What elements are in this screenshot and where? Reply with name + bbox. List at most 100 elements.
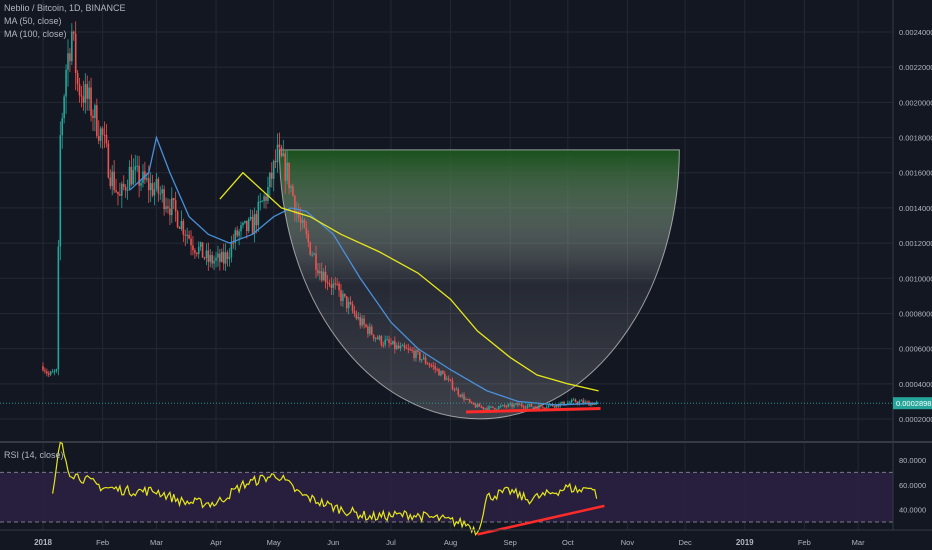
candle-body — [205, 250, 208, 258]
candle-body — [363, 318, 365, 325]
candle-body — [251, 216, 254, 234]
candle-body — [428, 364, 431, 366]
candle-body — [55, 369, 58, 371]
symbol-title: Neblio / Bitcoin, 1D, BINANCE — [4, 3, 126, 13]
price-tick-label: 0.0020000 — [899, 98, 932, 107]
candle-body — [440, 370, 442, 376]
candle-body — [213, 260, 215, 264]
candle-body — [415, 350, 417, 359]
ma50-line — [129, 135, 599, 406]
candle-body — [249, 216, 252, 220]
candle-body — [172, 198, 175, 201]
time-tick-label: 2019 — [736, 538, 754, 547]
candle-body — [57, 246, 60, 370]
candle-body — [147, 178, 150, 191]
candle-body — [234, 230, 237, 243]
candle-body — [568, 402, 571, 404]
price-tick-label: 0.0024000 — [899, 28, 932, 37]
candle-body — [226, 252, 229, 259]
candle-body — [53, 370, 56, 372]
last-price-badge — [893, 397, 932, 410]
candle-body — [274, 160, 277, 163]
candle-body — [372, 334, 375, 339]
candle-body — [180, 220, 183, 229]
candle-body — [459, 394, 461, 397]
trend-annotations — [465, 406, 601, 414]
candle-body — [505, 406, 508, 408]
candle-body — [468, 399, 471, 403]
candle-body — [384, 339, 387, 345]
candle-body — [96, 105, 98, 136]
candle-body — [219, 253, 221, 262]
candle-body — [301, 219, 304, 224]
candle-body — [88, 87, 90, 99]
candle-body — [584, 401, 586, 404]
candle-body — [480, 406, 483, 408]
candle-body — [349, 301, 352, 304]
price-tick-label: 0.0018000 — [899, 134, 932, 143]
candle-body — [578, 401, 581, 404]
candle-body — [453, 389, 456, 391]
rsi-pane — [0, 441, 932, 537]
candle-body — [436, 369, 438, 371]
candle-body — [76, 72, 79, 85]
price-tick-label: 0.0016000 — [899, 169, 932, 178]
candle-body — [330, 284, 333, 288]
candle-body — [63, 96, 65, 119]
candle-body — [484, 408, 486, 410]
time-tick-label: Mar — [852, 538, 865, 547]
time-tick-label: Apr — [210, 538, 222, 547]
candle-body — [582, 400, 585, 404]
candle-body — [134, 166, 137, 171]
candle-body — [413, 350, 415, 359]
candle-body — [267, 187, 269, 201]
candle-body — [136, 165, 139, 167]
candle-body — [119, 194, 121, 196]
candle-body — [478, 403, 481, 407]
candle-body — [155, 179, 158, 190]
candle-body — [151, 183, 154, 196]
candle-body — [392, 340, 394, 345]
candle-body — [563, 401, 565, 406]
time-tick-label: Dec — [678, 538, 692, 547]
candle-body — [196, 252, 198, 255]
candle-body — [351, 303, 354, 311]
candle-body — [395, 345, 398, 349]
candle-body — [572, 399, 575, 401]
candle-body — [270, 172, 273, 179]
candle-body — [417, 350, 419, 352]
candle-body — [236, 230, 238, 236]
candle-body — [176, 211, 179, 228]
candle-body — [518, 404, 521, 406]
candle-body — [497, 406, 500, 410]
candle-body — [403, 345, 406, 348]
candle-body — [520, 404, 523, 407]
candle-body — [340, 290, 342, 301]
candle-body — [463, 394, 465, 400]
candle-body — [344, 293, 346, 297]
candle-body — [353, 310, 356, 314]
candle-body — [220, 251, 223, 262]
candle-body — [382, 344, 385, 346]
candle-body — [255, 214, 258, 226]
candle-body — [424, 357, 427, 364]
candle-body — [67, 53, 69, 70]
candle-body — [442, 370, 444, 374]
candle-body — [74, 33, 77, 73]
candle-body — [495, 409, 498, 411]
candle-body — [420, 359, 423, 361]
candle-body — [509, 403, 511, 405]
candle-body — [430, 365, 433, 367]
candle-body — [547, 405, 550, 408]
candle-body — [394, 340, 396, 349]
candle-body — [71, 31, 73, 62]
candle-body — [530, 404, 533, 407]
candle-body — [486, 408, 488, 411]
candle-body — [369, 326, 371, 334]
candle-body — [153, 189, 156, 196]
candle-body — [186, 234, 188, 236]
candle-body — [263, 196, 265, 202]
candle-body — [161, 189, 163, 194]
candle-body — [44, 370, 46, 372]
